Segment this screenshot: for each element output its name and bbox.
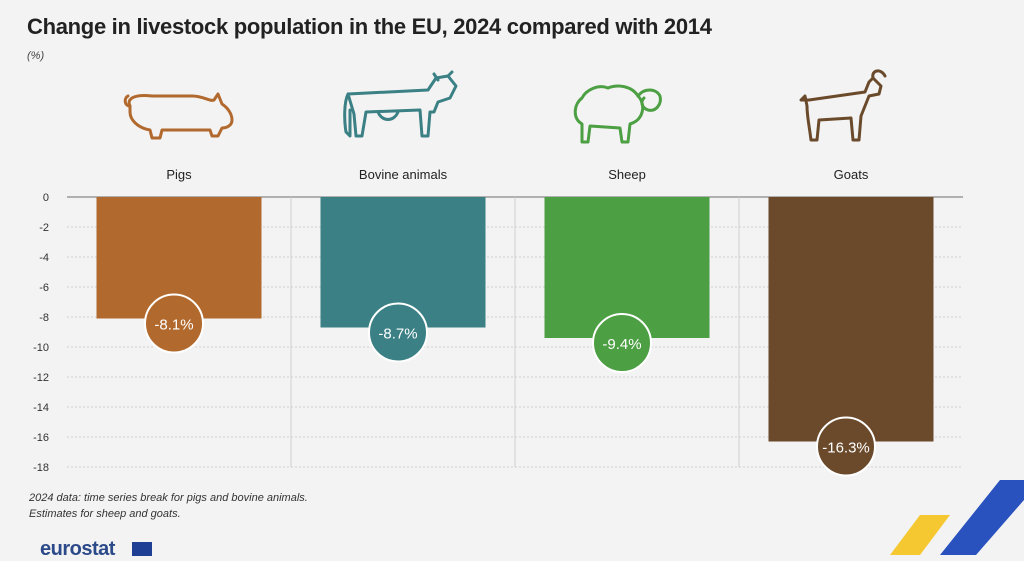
y-tick-label: -18: [33, 462, 49, 474]
value-bubble: [368, 302, 428, 363]
footnote-2: Estimates for sheep and goats.: [29, 508, 181, 520]
y-tick-label: -4: [39, 252, 49, 264]
y-tick-label: -6: [39, 282, 49, 294]
y-tick-label: -14: [33, 402, 49, 414]
bar-goats: [768, 197, 934, 442]
eurostat-logo: eurostat: [40, 538, 115, 560]
y-tick-label: -2: [39, 222, 49, 234]
category-label: Bovine animals: [359, 167, 448, 182]
pig-icon: [123, 92, 234, 140]
category-label: Sheep: [608, 167, 646, 182]
value-bubble: [144, 293, 204, 354]
cow-icon: [343, 70, 458, 138]
value-label: -8.7%: [378, 326, 417, 343]
sheep-icon: [573, 84, 662, 144]
y-tick-label: -10: [33, 342, 49, 354]
value-label: -16.3%: [822, 440, 870, 457]
chart-title: Change in livestock population in the EU…: [27, 14, 712, 39]
value-bubble: [816, 416, 876, 477]
decorative-stripes: [890, 480, 1024, 555]
value-label: -9.4%: [602, 336, 641, 353]
goat-icon: [799, 69, 887, 142]
category-label: Goats: [834, 167, 869, 182]
category-label: Pigs: [166, 167, 192, 182]
y-tick-label: -12: [33, 372, 49, 384]
unit-label: (%): [27, 50, 45, 62]
y-tick-label: -16: [33, 432, 49, 444]
footnote-1: 2024 data: time series break for pigs an…: [29, 492, 308, 504]
y-axis-ticks: 0 -2 -4 -6 -8 -10 -12 -14 -16 -18: [33, 192, 49, 474]
eu-flag-icon: [132, 542, 152, 556]
value-bubble: [592, 313, 652, 373]
value-labels: -8.1% -8.7% -9.4% -16.3%: [144, 293, 876, 477]
category-labels: Pigs Bovine animals Sheep Goats: [166, 167, 868, 182]
y-tick-label: 0: [43, 192, 49, 204]
value-label: -8.1%: [154, 317, 193, 334]
animal-icons: [123, 69, 887, 144]
y-tick-label: -8: [39, 312, 49, 324]
